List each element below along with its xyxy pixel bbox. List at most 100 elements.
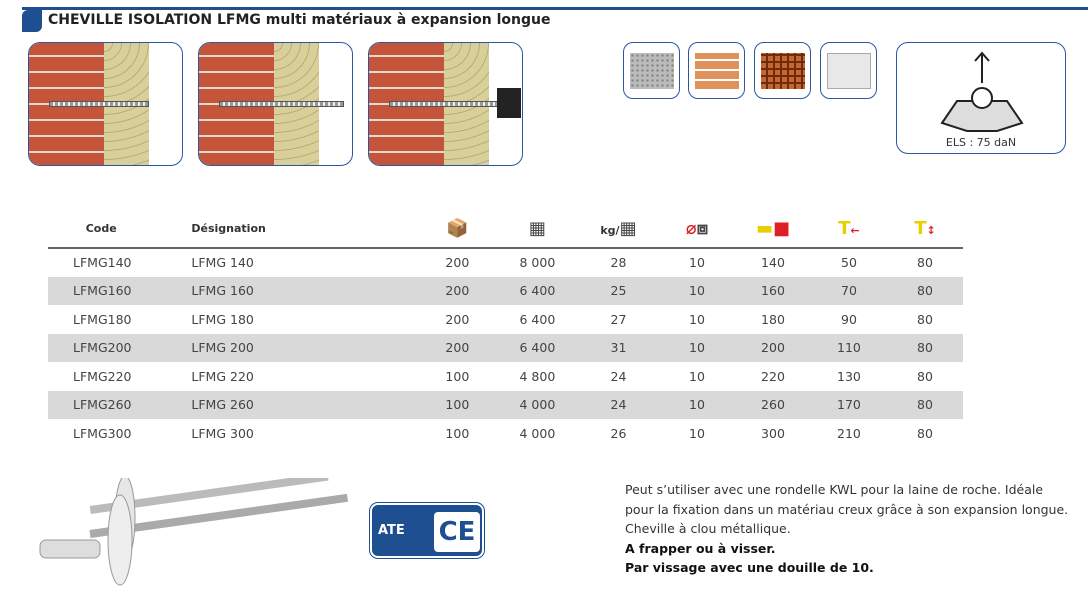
table-header: Code Désignation 📦 ▦ kg/▦ ⌀⧈ ▬■ T← T↕: [48, 210, 963, 249]
pallet-icon: ▦: [496, 210, 578, 249]
length-icon: ▬■: [734, 210, 811, 249]
table-cell: 10: [689, 425, 705, 441]
product-description: Peut s’utiliser avec une rondelle KWL po…: [625, 480, 1075, 578]
table-cell: 170: [810, 390, 887, 419]
table-cell: 10: [689, 311, 705, 327]
table-cell: 4 000: [519, 425, 556, 441]
table-cell: 210: [837, 425, 861, 441]
table-cell: 8 000: [519, 255, 556, 271]
table-cell: LFMG220: [73, 368, 132, 384]
table-row: LFMG200 LFMG 200 200 6 400 31 10 200 110 80: [48, 333, 963, 362]
table-cell: 200: [445, 311, 470, 327]
table-cell: 27: [610, 311, 627, 327]
product-photo: [39, 478, 349, 586]
table-cell: LFMG 160: [154, 276, 418, 305]
anchoring-depth-icon: T↕: [886, 210, 963, 249]
table-cell: 31: [577, 333, 659, 362]
solid-brick-icon: [688, 42, 745, 99]
table-cell: 6 400: [496, 276, 578, 305]
table-cell: 80: [917, 425, 933, 441]
table-cell: LFMG 180: [191, 311, 254, 327]
table-cell: 6 400: [496, 333, 578, 362]
concrete-icon: [623, 42, 680, 99]
table-cell: LFMG200: [48, 333, 155, 362]
ce-mark: CE: [434, 512, 480, 552]
table-cell: 110: [810, 333, 887, 362]
table-cell: LFMG180: [73, 311, 132, 327]
table-cell: 28: [610, 255, 627, 271]
table-cell: 100: [417, 390, 497, 419]
table-cell: LFMG 200: [154, 333, 418, 362]
table-cell: 180: [761, 311, 785, 327]
table-cell: LFMG260: [48, 390, 155, 419]
table-cell: LFMG140: [73, 255, 132, 271]
aerated-concrete-icon: [820, 42, 877, 99]
box-icon: 📦: [417, 210, 497, 249]
kg-per-pallet-icon: kg/▦: [577, 210, 659, 249]
table-row: LFMG300 LFMG 300 100 4 000 26 10 300 210 80: [48, 419, 963, 448]
table-cell: 80: [917, 311, 933, 327]
table-cell: 4 800: [519, 368, 556, 384]
table-cell: 26: [610, 425, 627, 441]
table-row: LFMG220 LFMG 220 100 4 800 24 10 220 130 80: [48, 362, 963, 391]
hammering-illustration: [368, 42, 523, 166]
table-cell: LFMG 300: [191, 425, 254, 441]
table-cell: 300: [761, 425, 785, 441]
table-cell: 160: [734, 276, 811, 305]
table-cell: 10: [689, 368, 705, 384]
table-cell: 140: [761, 255, 785, 271]
table-cell: 200: [445, 255, 470, 271]
table-cell: 90: [841, 311, 857, 327]
table-cell: 130: [837, 368, 861, 384]
table-cell: 80: [886, 333, 963, 362]
load-label: ELS : 75 daN: [945, 136, 1017, 149]
table-cell: 80: [886, 390, 963, 419]
table-cell: 50: [841, 255, 857, 271]
product-table: Code Désignation 📦 ▦ kg/▦ ⌀⧈ ▬■ T← T↕ LF…: [48, 210, 963, 448]
table-cell: LFMG 220: [191, 368, 254, 384]
drilling-illustration: [28, 42, 183, 166]
hollow-brick-icon: [754, 42, 811, 99]
ate-ce-certification: ATE CE: [370, 503, 484, 558]
table-row: LFMG140 LFMG 140 200 8 000 28 10 140 50 80: [48, 248, 963, 277]
load-capacity-panel: ELS : 75 daN: [896, 42, 1066, 154]
table-cell: 200: [417, 333, 497, 362]
load-anchor-icon: [940, 51, 1024, 132]
table-cell: 10: [659, 390, 735, 419]
insertion-illustration: [198, 42, 353, 166]
table-cell: 100: [445, 425, 470, 441]
table-cell: 80: [886, 276, 963, 305]
table-cell: 200: [734, 333, 811, 362]
table-cell: 24: [610, 368, 627, 384]
table-cell: 4 000: [496, 390, 578, 419]
table-cell: 24: [577, 390, 659, 419]
table-cell: 10: [659, 333, 735, 362]
table-cell: LFMG160: [48, 276, 155, 305]
description-bold-2: Par vissage avec une douille de 10.: [625, 560, 874, 575]
header-rule: [22, 7, 1088, 10]
table-cell: LFMG300: [73, 425, 132, 441]
table-cell: 70: [810, 276, 887, 305]
table-cell: 10: [659, 276, 735, 305]
table-cell: 200: [417, 276, 497, 305]
insulation-thickness-icon: T←: [810, 210, 887, 249]
table-cell: 100: [445, 368, 470, 384]
header-badge: [22, 10, 42, 32]
col-designation: Désignation: [154, 210, 418, 249]
table-cell: LFMG 260: [154, 390, 418, 419]
drill-diameter-icon: ⌀⧈: [659, 210, 735, 249]
table-cell: LFMG 140: [191, 255, 254, 271]
description-bold-1: A frapper ou à visser.: [625, 540, 776, 556]
table-cell: 10: [689, 255, 705, 271]
table-cell: 260: [734, 390, 811, 419]
table-cell: 80: [917, 255, 933, 271]
table-row: LFMG180 LFMG 180 200 6 400 27 10 180 90 80: [48, 305, 963, 334]
table-cell: 25: [577, 276, 659, 305]
table-row: LFMG160 LFMG 160 200 6 400 25 10 160 70 80: [48, 276, 963, 305]
kg-label: kg/: [600, 224, 620, 237]
page-title: CHEVILLE ISOLATION LFMG multi matériaux …: [48, 12, 551, 28]
table-cell: 6 400: [519, 311, 556, 327]
table-cell: 220: [761, 368, 785, 384]
col-code: Code: [48, 210, 155, 249]
table-cell: 80: [917, 368, 933, 384]
